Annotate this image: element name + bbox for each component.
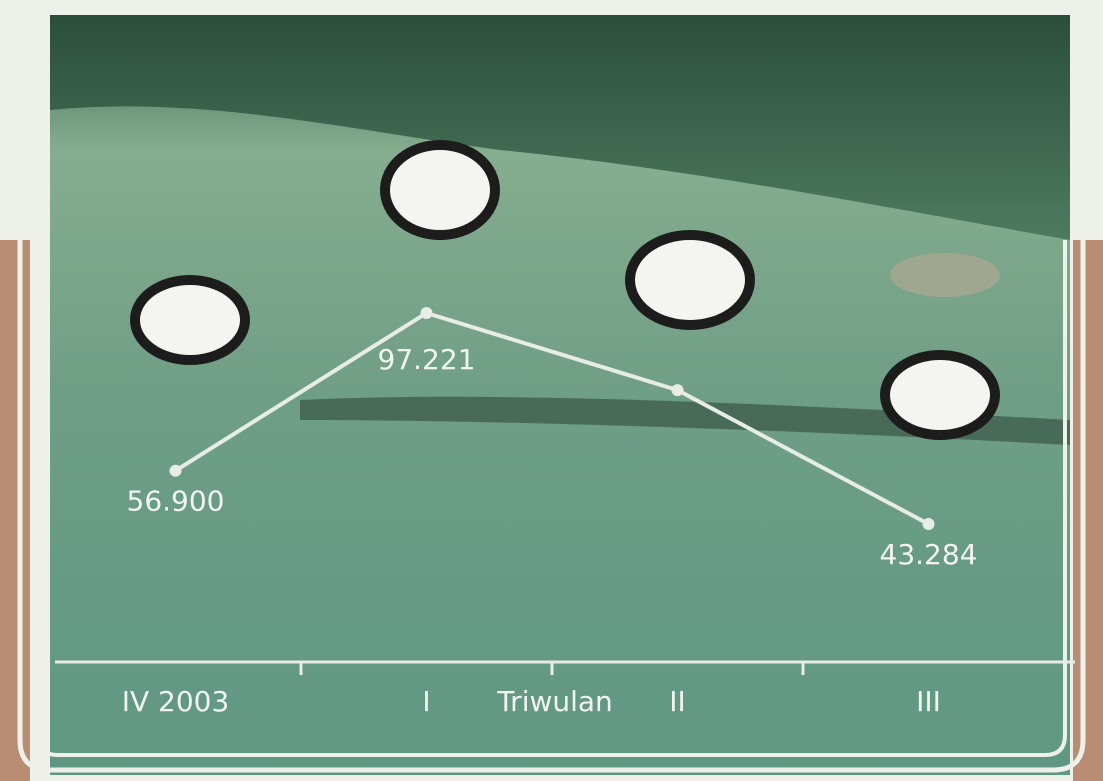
point bbox=[421, 307, 433, 319]
point bbox=[923, 518, 935, 530]
value-label: 56.900 bbox=[127, 485, 225, 518]
chart: Triwulan IV 2003IIIIII56.90097.22143.284 bbox=[0, 0, 1103, 781]
point bbox=[170, 465, 182, 477]
x-tick-label: III bbox=[916, 685, 941, 718]
x-tick-label: I bbox=[422, 685, 430, 718]
value-label: 43.284 bbox=[880, 538, 978, 571]
point bbox=[672, 384, 684, 396]
x-axis-label: Triwulan bbox=[496, 685, 613, 718]
value-label: 97.221 bbox=[378, 343, 476, 376]
x-tick-label: II bbox=[669, 685, 686, 718]
x-tick-label: IV 2003 bbox=[122, 685, 230, 718]
